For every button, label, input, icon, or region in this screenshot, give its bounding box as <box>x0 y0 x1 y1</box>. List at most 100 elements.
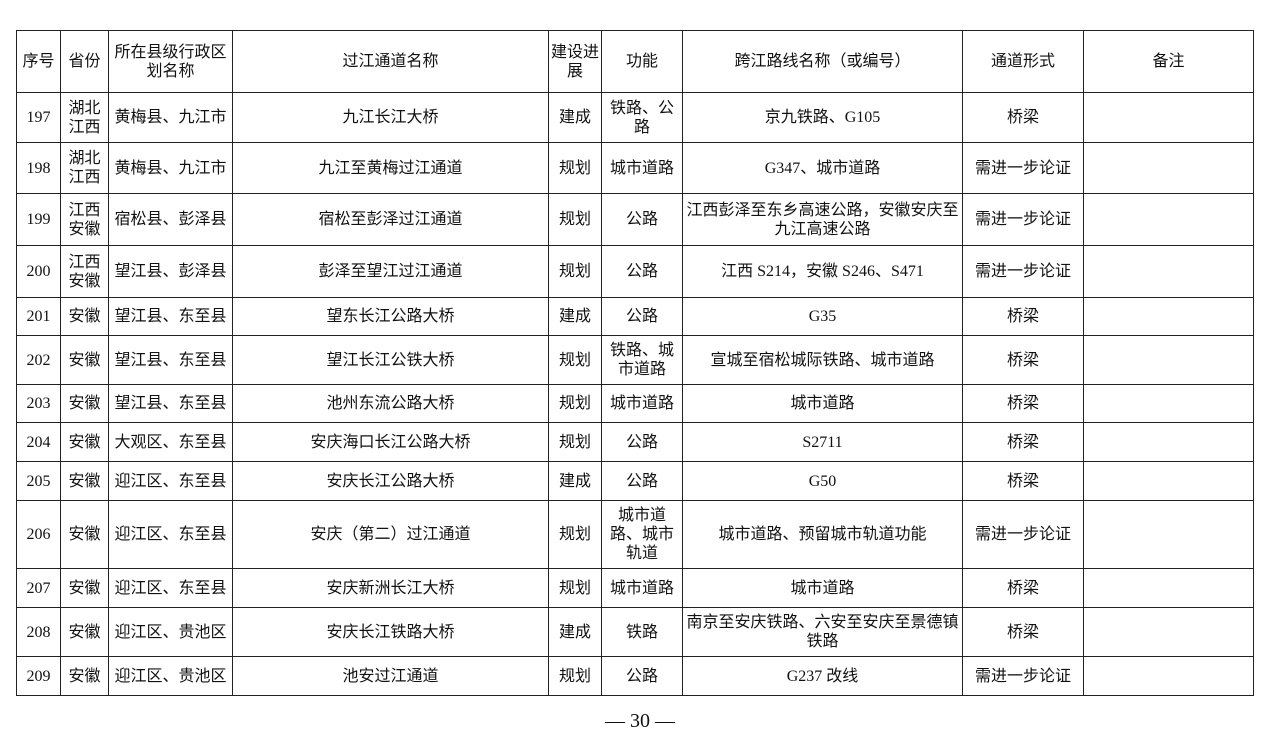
table-row: 208 安徽 迎江区、贵池区 安庆长江铁路大桥 建成 铁路 南京至安庆铁路、六安至安庆至景德… <box>16 607 1254 657</box>
header-cell: 建设进展 <box>548 30 602 93</box>
table-cell: 九江至黄梅过江通道 <box>232 142 549 194</box>
table-cell: 桥梁 <box>962 297 1084 336</box>
table-cell: 规划 <box>548 193 602 246</box>
table-cell: 桥梁 <box>962 607 1084 657</box>
table-cell: 江西安徽 <box>60 193 109 246</box>
table-cell: 湖北江西 <box>60 92 109 143</box>
table-cell: 安庆新洲长江大桥 <box>232 568 549 608</box>
table-cell: 城市道路、预留城市轨道功能 <box>682 500 963 569</box>
header-cell: 序号 <box>16 30 61 93</box>
table-cell: 公路 <box>601 461 683 501</box>
table-cell: 宿松县、彭泽县 <box>108 193 233 246</box>
table-cell: 公路 <box>601 297 683 336</box>
data-table: 序号 省份 所在县级行政区划名称 过江通道名称 建设进展 功能 跨江路线名称（或编号） 通道形… <box>16 30 1254 696</box>
table-cell: 公路 <box>601 422 683 462</box>
table-row: 203 安徽 望江县、东至县 池州东流公路大桥 规划 城市道路 城市道路 桥梁 <box>16 384 1254 423</box>
header-cell: 功能 <box>601 30 683 93</box>
table-cell: 南京至安庆铁路、六安至安庆至景德镇铁路 <box>682 607 963 657</box>
table-row: 202 安徽 望江县、东至县 望江长江公铁大桥 规划 铁路、城市道路 宣城至宿松城际铁路、城… <box>16 335 1254 385</box>
table-cell: 望江县、彭泽县 <box>108 245 233 298</box>
table-cell: 望江县、东至县 <box>108 335 233 385</box>
table-cell <box>1083 193 1254 246</box>
table-cell: 城市道路 <box>601 568 683 608</box>
table-cell: 铁路、公路 <box>601 92 683 143</box>
table-cell <box>1083 607 1254 657</box>
header-row: 序号 省份 所在县级行政区划名称 过江通道名称 建设进展 功能 跨江路线名称（或编号） 通道形… <box>16 30 1254 93</box>
table-cell: 黄梅县、九江市 <box>108 142 233 194</box>
table-cell: 桥梁 <box>962 335 1084 385</box>
header-cell: 通道形式 <box>962 30 1084 93</box>
table-cell: 桥梁 <box>962 384 1084 423</box>
table-cell: 需进一步论证 <box>962 656 1084 696</box>
table-cell: 需进一步论证 <box>962 245 1084 298</box>
table-cell: 安徽 <box>60 607 109 657</box>
header-cell: 过江通道名称 <box>232 30 549 93</box>
table-cell: 江西安徽 <box>60 245 109 298</box>
table-cell: 需进一步论证 <box>962 193 1084 246</box>
table-cell: 桥梁 <box>962 92 1084 143</box>
header-cell: 跨江路线名称（或编号） <box>682 30 963 93</box>
table-cell: 206 <box>16 500 61 569</box>
table-cell <box>1083 335 1254 385</box>
table-cell: 城市道路 <box>682 384 963 423</box>
table-cell: 200 <box>16 245 61 298</box>
table-cell: 池安过江通道 <box>232 656 549 696</box>
table-cell <box>1083 245 1254 298</box>
table-cell: 望江县、东至县 <box>108 297 233 336</box>
table-cell: S2711 <box>682 422 963 462</box>
table-cell: 201 <box>16 297 61 336</box>
table-row: 201 安徽 望江县、东至县 望东长江公路大桥 建成 公路 G35 桥梁 <box>16 297 1254 336</box>
table-cell: 桥梁 <box>962 461 1084 501</box>
table-cell <box>1083 568 1254 608</box>
table-cell <box>1083 297 1254 336</box>
table-cell: 207 <box>16 568 61 608</box>
table-cell: 城市道路、城市轨道 <box>601 500 683 569</box>
table-cell: 204 <box>16 422 61 462</box>
table-cell: 桥梁 <box>962 568 1084 608</box>
table-cell: 规划 <box>548 384 602 423</box>
table-cell: 203 <box>16 384 61 423</box>
table-row: 204 安徽 大观区、东至县 安庆海口长江公路大桥 规划 公路 S2711 桥梁 <box>16 422 1254 462</box>
table-cell: 江西彭泽至东乡高速公路，安徽安庆至九江高速公路 <box>682 193 963 246</box>
table-cell: 209 <box>16 656 61 696</box>
table-cell: 规划 <box>548 142 602 194</box>
table-cell: 城市道路 <box>601 142 683 194</box>
table-cell: 规划 <box>548 422 602 462</box>
table-cell: 黄梅县、九江市 <box>108 92 233 143</box>
table-row: 197 湖北江西 黄梅县、九江市 九江长江大桥 建成 铁路、公路 京九铁路、G105 桥梁 <box>16 92 1254 143</box>
table-cell: 宣城至宿松城际铁路、城市道路 <box>682 335 963 385</box>
table-cell: 安庆（第二）过江通道 <box>232 500 549 569</box>
table-row: 205 安徽 迎江区、东至县 安庆长江公路大桥 建成 公路 G50 桥梁 <box>16 461 1254 501</box>
table-cell: 规划 <box>548 500 602 569</box>
table-cell: 208 <box>16 607 61 657</box>
table-cell <box>1083 142 1254 194</box>
table-cell: 大观区、东至县 <box>108 422 233 462</box>
table-cell: G237 改线 <box>682 656 963 696</box>
table-row: 199 江西安徽 宿松县、彭泽县 宿松至彭泽过江通道 规划 公路 江西彭泽至东乡高速公路，安… <box>16 193 1254 246</box>
table-cell: 安徽 <box>60 384 109 423</box>
table-cell: 望东长江公路大桥 <box>232 297 549 336</box>
table-cell <box>1083 500 1254 569</box>
header-cell: 省份 <box>60 30 109 93</box>
table-cell: 江西 S214，安徽 S246、S471 <box>682 245 963 298</box>
table-cell: 安庆海口长江公路大桥 <box>232 422 549 462</box>
table-cell: 湖北江西 <box>60 142 109 194</box>
table-cell: 安徽 <box>60 422 109 462</box>
table-row: 200 江西安徽 望江县、彭泽县 彭泽至望江过江通道 规划 公路 江西 S214，安徽 S2… <box>16 245 1254 298</box>
table-cell: 需进一步论证 <box>962 142 1084 194</box>
table-cell: 建成 <box>548 297 602 336</box>
table-cell: 建成 <box>548 607 602 657</box>
table-row: 207 安徽 迎江区、东至县 安庆新洲长江大桥 规划 城市道路 城市道路 桥梁 <box>16 568 1254 608</box>
table-cell: 京九铁路、G105 <box>682 92 963 143</box>
table-cell: 规划 <box>548 245 602 298</box>
table-cell: 安徽 <box>60 297 109 336</box>
table-cell: 需进一步论证 <box>962 500 1084 569</box>
table-cell: 安庆长江铁路大桥 <box>232 607 549 657</box>
table-cell: 公路 <box>601 193 683 246</box>
table-cell: 安徽 <box>60 656 109 696</box>
table-cell: 城市道路 <box>601 384 683 423</box>
table-cell: 197 <box>16 92 61 143</box>
table-cell <box>1083 461 1254 501</box>
table-cell: 池州东流公路大桥 <box>232 384 549 423</box>
